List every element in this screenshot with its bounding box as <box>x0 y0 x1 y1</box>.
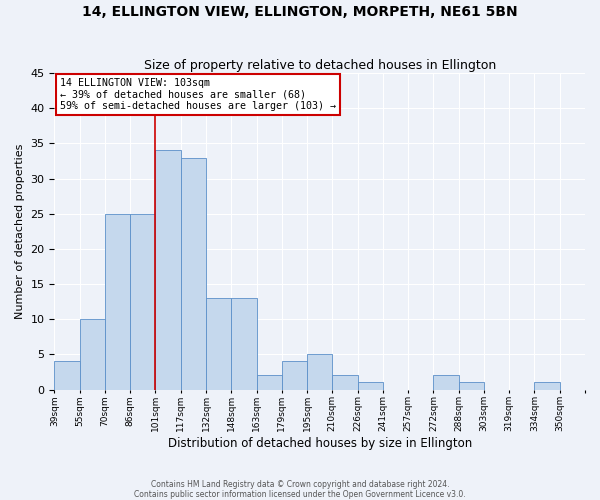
Bar <box>181 158 206 390</box>
Bar <box>231 298 257 390</box>
Bar <box>130 214 155 390</box>
Text: 14 ELLINGTON VIEW: 103sqm
← 39% of detached houses are smaller (68)
59% of semi-: 14 ELLINGTON VIEW: 103sqm ← 39% of detac… <box>60 78 336 111</box>
Bar <box>307 354 332 390</box>
Title: Size of property relative to detached houses in Ellington: Size of property relative to detached ho… <box>143 59 496 72</box>
Bar <box>433 376 458 390</box>
Bar <box>105 214 130 390</box>
Bar <box>80 319 105 390</box>
Bar <box>535 382 560 390</box>
Bar <box>155 150 181 390</box>
X-axis label: Distribution of detached houses by size in Ellington: Distribution of detached houses by size … <box>167 437 472 450</box>
Bar <box>458 382 484 390</box>
Bar <box>55 362 80 390</box>
Bar <box>257 376 282 390</box>
Text: Contains HM Land Registry data © Crown copyright and database right 2024.
Contai: Contains HM Land Registry data © Crown c… <box>134 480 466 499</box>
Y-axis label: Number of detached properties: Number of detached properties <box>15 144 25 319</box>
Bar <box>206 298 231 390</box>
Bar <box>358 382 383 390</box>
Text: 14, ELLINGTON VIEW, ELLINGTON, MORPETH, NE61 5BN: 14, ELLINGTON VIEW, ELLINGTON, MORPETH, … <box>82 5 518 19</box>
Bar <box>282 362 307 390</box>
Bar <box>332 376 358 390</box>
